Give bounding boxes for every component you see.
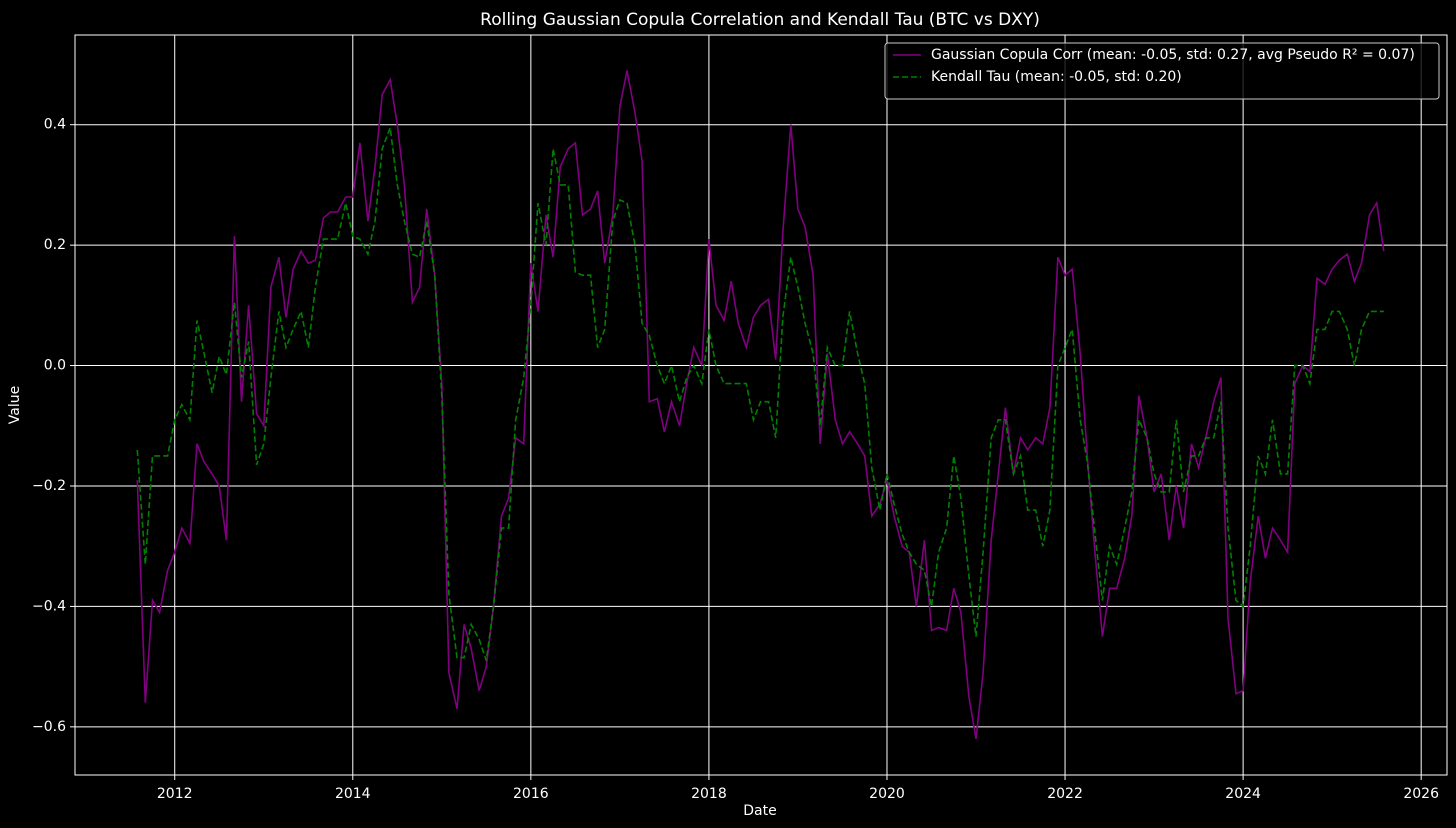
legend-label: Gaussian Copula Corr (mean: -0.05, std: …	[931, 47, 1415, 63]
legend-label: Kendall Tau (mean: -0.05, std: 0.20)	[931, 69, 1182, 85]
x-tick-label: 2012	[157, 786, 193, 802]
y-tick-label: −0.2	[32, 478, 66, 494]
y-tick-label: −0.4	[32, 598, 66, 614]
x-tick-label: 2018	[691, 786, 727, 802]
x-tick-label: 2014	[335, 786, 371, 802]
x-tick-label: 2026	[1403, 786, 1439, 802]
x-tick-label: 2022	[1047, 786, 1083, 802]
x-tick-label: 2016	[513, 786, 549, 802]
series-line	[136, 127, 1384, 661]
plot-frame	[74, 34, 1448, 776]
y-tick-label: 0.4	[44, 117, 66, 133]
series-line	[136, 70, 1385, 740]
y-tick-label: 0.0	[44, 358, 66, 374]
x-axis-label: Date	[743, 803, 776, 819]
y-axis-label: Value	[7, 386, 23, 424]
legend-box	[884, 42, 1440, 100]
x-tick-label: 2024	[1225, 786, 1261, 802]
y-tick-label: 0.2	[44, 237, 66, 253]
x-tick-label: 2020	[869, 786, 905, 802]
chart-title: Rolling Gaussian Copula Correlation and …	[480, 10, 1040, 30]
y-tick-label: −0.6	[32, 719, 66, 735]
